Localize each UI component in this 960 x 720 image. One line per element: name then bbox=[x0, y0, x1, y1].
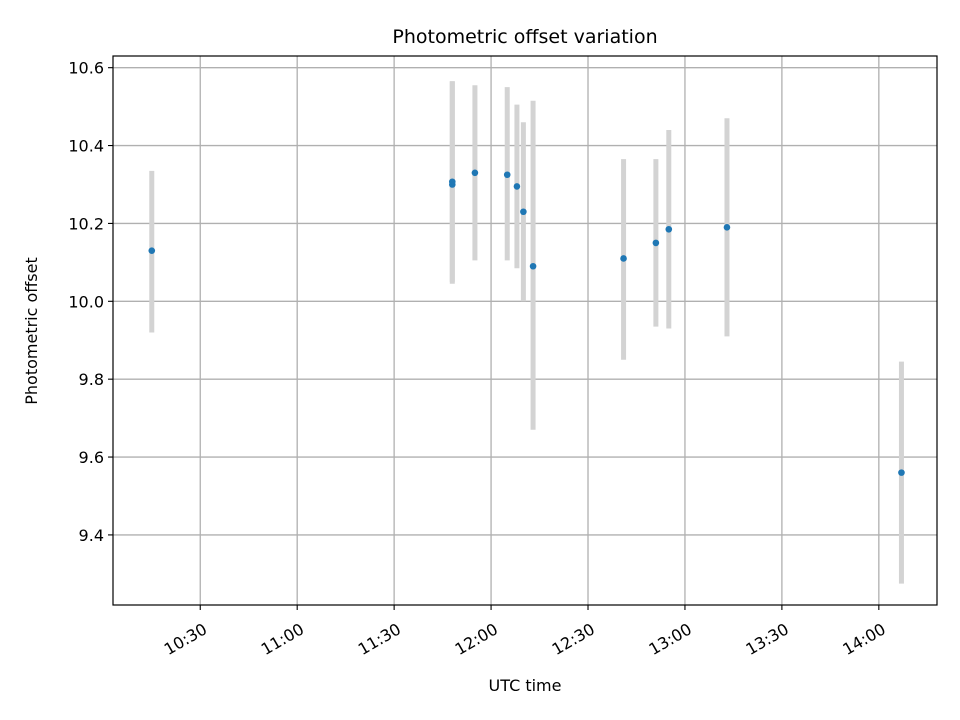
data-point bbox=[513, 183, 521, 190]
data-point bbox=[448, 178, 456, 186]
y-tick-label: 10.2 bbox=[68, 214, 104, 233]
data-point bbox=[529, 262, 537, 270]
y-tick-label: 9.8 bbox=[79, 370, 104, 389]
plot-frame bbox=[112, 55, 938, 606]
data-point bbox=[723, 224, 731, 231]
y-axis-title: Photometric offset bbox=[22, 257, 41, 405]
y-tick-label: 10.6 bbox=[68, 59, 104, 78]
y-tick-label: 10.4 bbox=[68, 137, 104, 156]
data-point bbox=[148, 247, 156, 254]
chart-title: Photometric offset variation bbox=[392, 26, 657, 48]
data-point bbox=[665, 225, 673, 233]
data-point bbox=[503, 171, 511, 179]
data-point bbox=[471, 169, 479, 177]
x-axis-title: UTC time bbox=[489, 676, 562, 695]
y-axis: 9.4 9.6 9.8 10.0 10.2 10.4 10.6 bbox=[68, 59, 113, 545]
data-point bbox=[652, 239, 660, 247]
y-tick-label: 9.4 bbox=[79, 526, 104, 545]
data-points bbox=[148, 169, 905, 476]
data-point bbox=[898, 469, 905, 476]
y-tick-label: 10.0 bbox=[68, 292, 104, 311]
data-point bbox=[620, 255, 627, 262]
y-tick-label: 9.6 bbox=[79, 448, 104, 467]
data-point bbox=[520, 208, 527, 216]
